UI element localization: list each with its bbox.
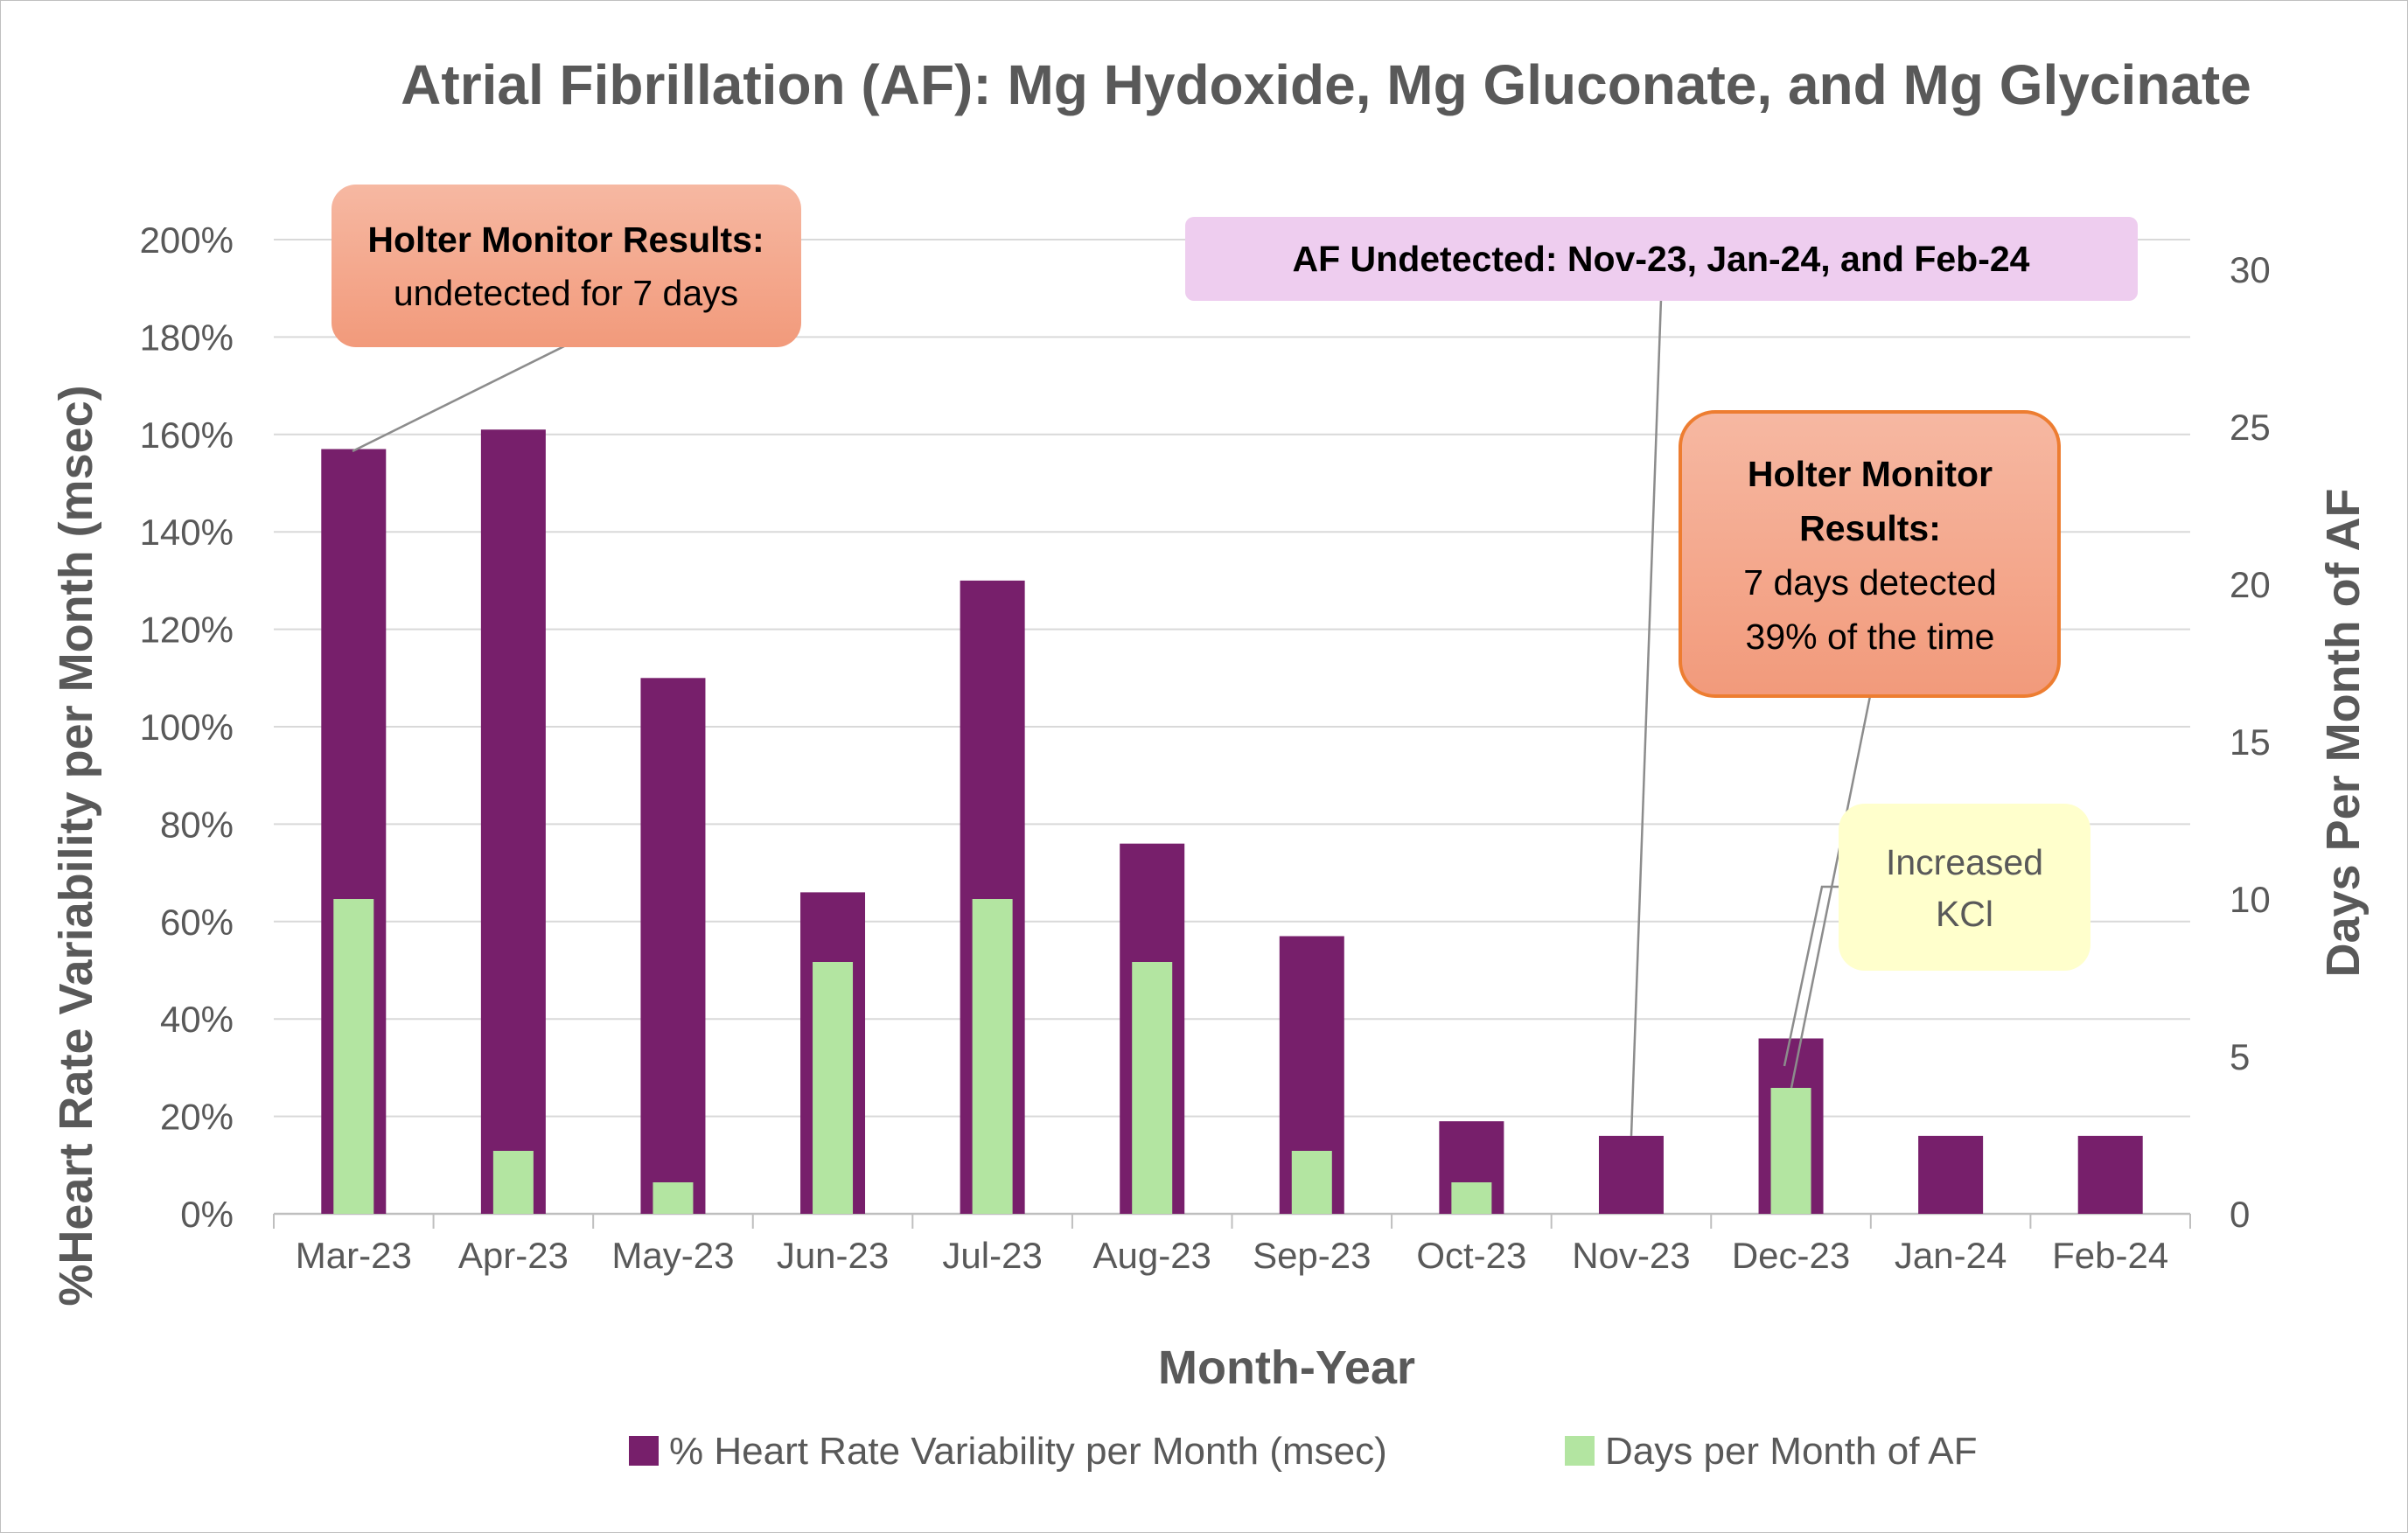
x-tick-label: Sep-23 [1253, 1235, 1371, 1276]
holter-dec-line3: 7 days detected [1743, 562, 1996, 603]
holter-mar-leader-line [352, 343, 569, 453]
chart-title: Atrial Fibrillation (AF): Mg Hydoxide, M… [401, 53, 2251, 116]
x-tick-label: Apr-23 [458, 1235, 569, 1276]
x-tick-label: May-23 [611, 1235, 734, 1276]
hrv-bar [1918, 1135, 1984, 1214]
left-tick-label: 100% [140, 707, 234, 748]
kcl-box [1839, 804, 2090, 971]
af-days-bar [333, 899, 374, 1214]
left-tick-label: 0% [180, 1194, 234, 1235]
kcl-callout: Increased KCl [1839, 804, 2090, 971]
af-undetected-box [1185, 217, 2138, 301]
x-tick-label: Aug-23 [1092, 1235, 1211, 1276]
af-days-bar [1132, 962, 1173, 1214]
af-days-bar [492, 1151, 534, 1214]
right-axis-ticks: 0 5 10 15 20 25 30 [2230, 249, 2271, 1235]
left-tick-label: 140% [140, 512, 234, 553]
right-tick-label: 25 [2230, 407, 2271, 448]
x-tick-label: Feb-24 [2052, 1235, 2168, 1276]
left-tick-label: 180% [140, 317, 234, 358]
af-undetected-callout: AF Undetected: Nov-23, Jan-24, and Feb-2… [1185, 217, 2138, 301]
left-axis-ticks: 0% 20% 40% 60% 80% 100% 120% 140% 160% 180% 200% [140, 219, 234, 1235]
af-days-bar [1451, 1182, 1492, 1214]
left-axis-title: %Heart Rate Variability per Month (msec) [50, 385, 102, 1306]
af-days-bar [1291, 1151, 1332, 1214]
right-axis-title: Days Per Month of AF [2317, 488, 2370, 977]
x-tick-label: Jun-23 [777, 1235, 889, 1276]
left-tick-label: 40% [160, 999, 234, 1040]
left-tick-label: 60% [160, 902, 234, 943]
left-tick-label: 120% [140, 610, 234, 651]
legend-label-hrv: % Heart Rate Variability per Month (msec… [669, 1430, 1387, 1473]
legend-swatch-hrv [629, 1436, 659, 1466]
left-tick-label: 80% [160, 804, 234, 845]
holter-dec-line4: 39% of the time [1746, 617, 1995, 657]
legend-label-af-days: Days per Month of AF [1605, 1430, 1978, 1473]
legend: % Heart Rate Variability per Month (msec… [629, 1430, 1978, 1473]
holter-dec-leader-line [1790, 691, 1873, 1089]
x-axis-title: Month-Year [1158, 1341, 1415, 1394]
left-tick-label: 200% [140, 219, 234, 261]
annotation-leader-lines [352, 298, 1873, 1137]
af-days-bar [1770, 1088, 1811, 1214]
legend-swatch-af-days [1565, 1436, 1595, 1466]
right-tick-label: 15 [2230, 721, 2271, 763]
x-tick-label: Jul-23 [942, 1235, 1042, 1276]
x-tick-label: Dec-23 [1732, 1235, 1850, 1276]
right-tick-label: 30 [2230, 249, 2271, 290]
x-tick-label: Oct-23 [1416, 1235, 1526, 1276]
kcl-line1: Increased [1886, 842, 2043, 882]
gridlines [274, 239, 2190, 1216]
kcl-leader-line [1783, 885, 1841, 1067]
holter-mar-callout: Holter Monitor Results: undetected for 7… [332, 185, 801, 347]
af-days-bar [653, 1182, 694, 1214]
af-days-bar [813, 962, 854, 1214]
left-tick-label: 160% [140, 415, 234, 456]
hrv-bar [480, 429, 546, 1215]
left-tick-label: 20% [160, 1097, 234, 1138]
x-tick-label: Jan-24 [1895, 1235, 2007, 1276]
kcl-line2: KCl [1936, 894, 1993, 934]
right-tick-label: 5 [2230, 1036, 2250, 1077]
hrv-bar [1598, 1135, 1664, 1214]
holter-mar-line2: undetected for 7 days [394, 273, 738, 313]
hrv-bar [2077, 1135, 2143, 1214]
x-axis-ticks: Mar-23 Apr-23 May-23 Jun-23 Jul-23 Aug-23 Sep-… [273, 1214, 2191, 1276]
holter-dec-line2: Results: [1799, 508, 1941, 548]
holter-mar-line1: Holter Monitor Results: [367, 219, 764, 260]
bars-layer [321, 429, 2143, 1215]
af-days-bar [972, 899, 1013, 1214]
af-undetected-leader-line [1630, 298, 1663, 1137]
x-tick-label: Nov-23 [1572, 1235, 1690, 1276]
x-tick-label: Mar-23 [296, 1235, 412, 1276]
holter-dec-callout: Holter Monitor Results: 7 days detected … [1679, 410, 2061, 698]
right-tick-label: 10 [2230, 879, 2271, 920]
hrv-bar [640, 678, 706, 1214]
holter-mar-box [332, 185, 801, 347]
af-undetected-text: AF Undetected: Nov-23, Jan-24, and Feb-2… [1293, 239, 2030, 279]
holter-dec-box [1679, 410, 2061, 698]
right-tick-label: 0 [2230, 1194, 2250, 1235]
holter-dec-line1: Holter Monitor [1748, 454, 1993, 494]
right-tick-label: 20 [2230, 564, 2271, 605]
